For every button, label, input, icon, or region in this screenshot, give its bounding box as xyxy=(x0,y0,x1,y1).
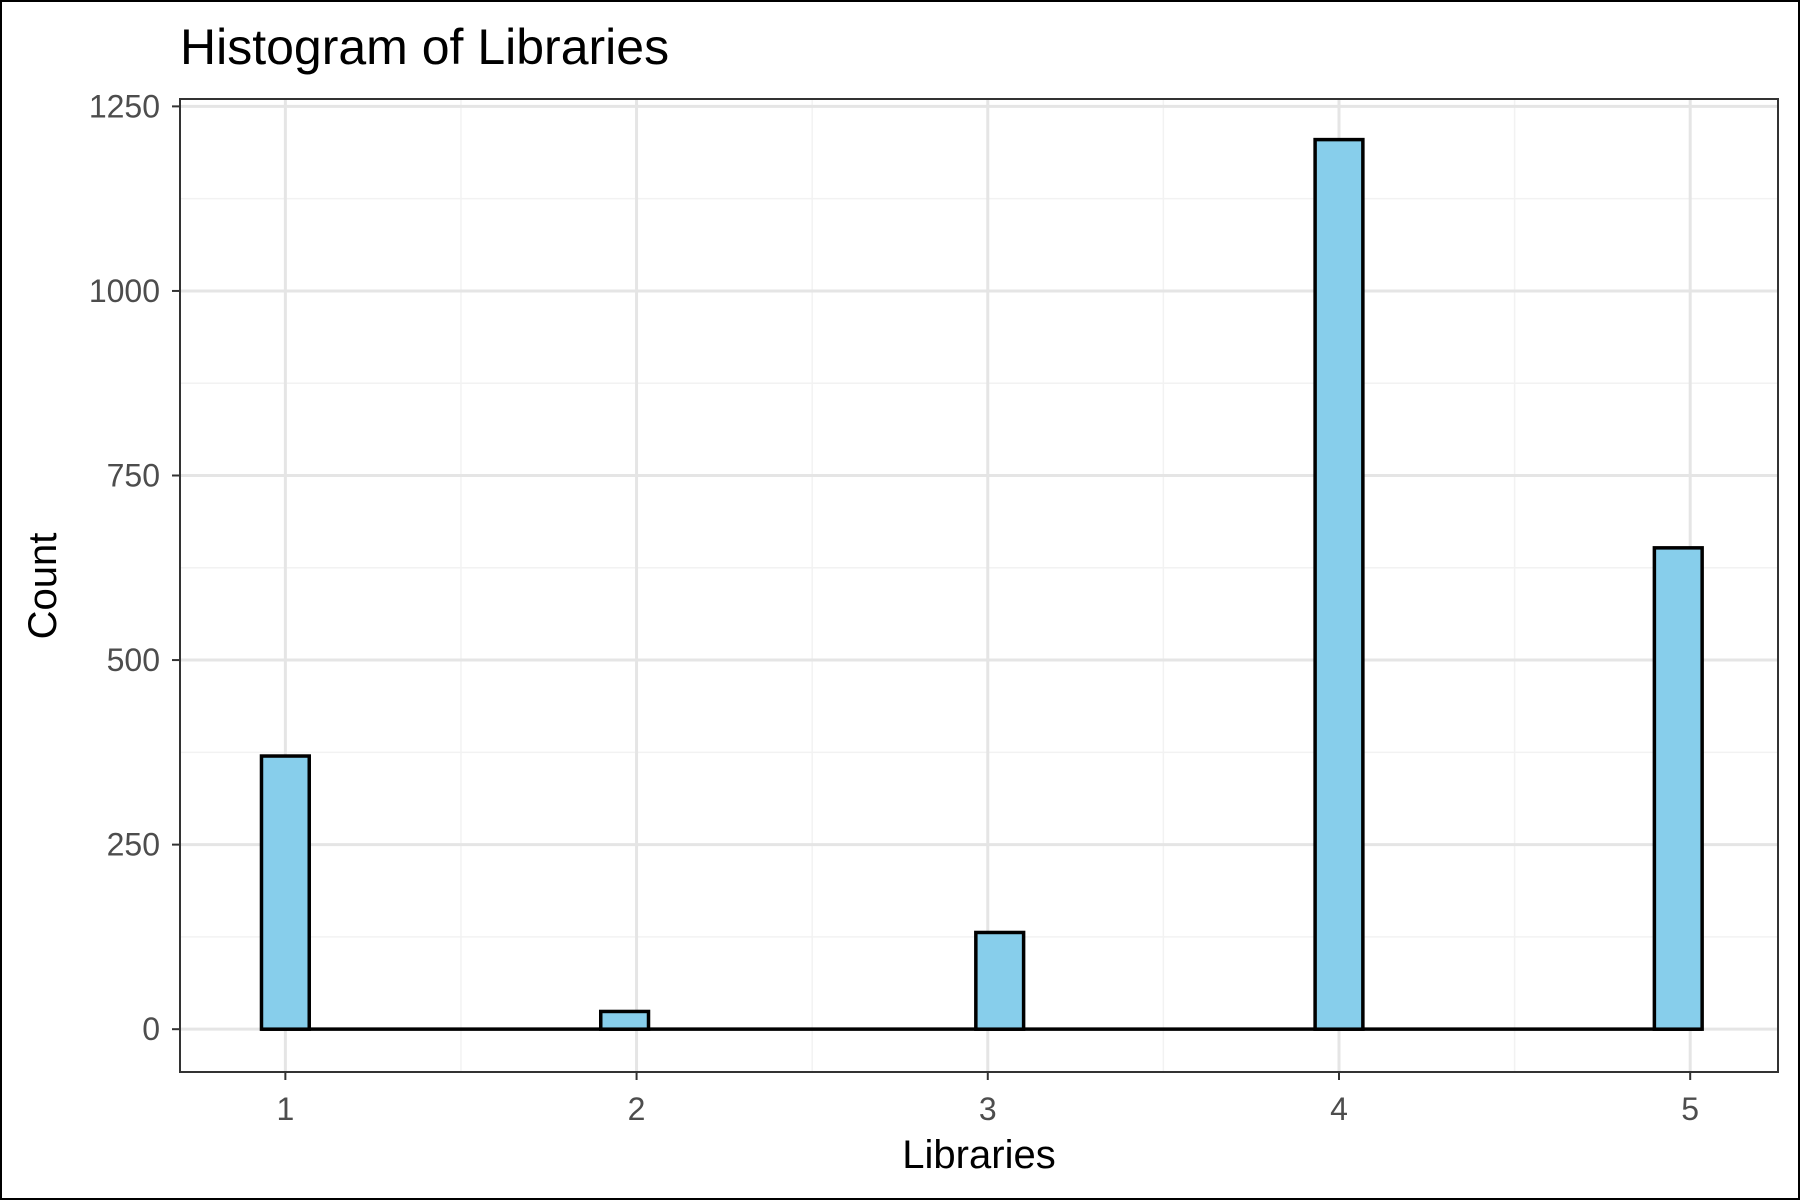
plot-panel-border xyxy=(179,98,1779,1073)
y-tick-label: 500 xyxy=(107,642,160,678)
axes-layer: 0 250 500 750 1000 1250 1 2 3 4 5 xyxy=(89,88,1779,1127)
histogram-bar-1 xyxy=(259,754,311,1031)
histogram-bar-3 xyxy=(974,930,1026,1031)
x-tick-label: 4 xyxy=(1330,1091,1348,1127)
x-tick-label: 1 xyxy=(276,1091,294,1127)
histogram-bar-5 xyxy=(1652,546,1704,1031)
grid-layer xyxy=(180,99,1778,1072)
histogram-bar-2 xyxy=(598,1009,651,1031)
x-axis-title: Libraries xyxy=(902,1133,1055,1177)
bars-layer xyxy=(259,137,1704,1031)
y-tick-label: 250 xyxy=(107,827,160,863)
x-tick-label: 3 xyxy=(979,1091,997,1127)
histogram-bar-4 xyxy=(1313,137,1365,1031)
chart-title: Histogram of Libraries xyxy=(180,19,669,75)
y-tick-label: 1250 xyxy=(89,88,160,124)
x-tick-label: 5 xyxy=(1681,1091,1699,1127)
x-tick-label: 2 xyxy=(628,1091,646,1127)
y-axis-title: Count xyxy=(21,533,65,640)
y-tick-label: 0 xyxy=(142,1011,160,1047)
y-tick-label: 1000 xyxy=(89,273,160,309)
y-tick-label: 750 xyxy=(107,458,160,494)
